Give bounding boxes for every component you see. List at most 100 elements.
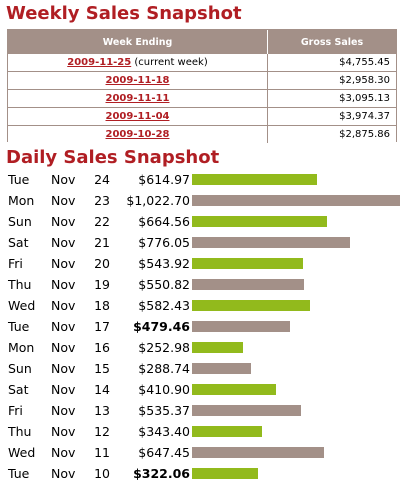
month: Nov [51, 340, 76, 355]
sales-bar [192, 468, 258, 479]
sales-amount: $543.92 [138, 256, 190, 271]
sales-amount: $776.05 [138, 235, 190, 250]
day-of-week: Tue [8, 466, 30, 481]
month: Nov [51, 382, 76, 397]
daily-row: Fri Nov 20 $543.92 [8, 253, 400, 274]
day-of-week: Wed [8, 298, 36, 313]
day-of-week: Tue [8, 172, 30, 187]
weekly-header-row: Week Ending Gross Sales [8, 30, 396, 54]
month: Nov [51, 319, 76, 334]
sales-bar [192, 237, 350, 248]
month: Nov [51, 403, 76, 418]
sales-bar [192, 195, 400, 206]
day-number: 11 [94, 445, 110, 460]
sales-amount: $288.74 [138, 361, 190, 376]
week-link[interactable]: 2009-11-11 [105, 93, 170, 104]
daily-row: Thu Nov 12 $343.40 [8, 421, 400, 442]
gross-sales-cell: $3,974.37 [267, 107, 396, 125]
day-of-week: Tue [8, 319, 30, 334]
day-of-week: Mon [8, 193, 35, 208]
daily-row: Tue Nov 24 $614.97 [8, 169, 400, 190]
sales-bar [192, 216, 327, 227]
sales-bar [192, 321, 290, 332]
sales-amount: $535.37 [138, 403, 190, 418]
sales-amount: $614.97 [138, 172, 190, 187]
weekly-sales-table-container: Week Ending Gross Sales 2009-11-25 (curr… [7, 29, 397, 143]
day-of-week: Mon [8, 340, 35, 355]
week-cell: 2009-11-18 [8, 71, 267, 89]
month: Nov [51, 466, 76, 481]
month: Nov [51, 277, 76, 292]
gross-sales-header: Gross Sales [267, 30, 396, 54]
sales-amount: $479.46 [133, 319, 190, 334]
daily-row: Sun Nov 15 $288.74 [8, 358, 400, 379]
day-number: 19 [94, 277, 110, 292]
daily-row: Sun Nov 22 $664.56 [8, 211, 400, 232]
month: Nov [51, 445, 76, 460]
daily-row: Tue Nov 10 $322.06 [8, 463, 400, 484]
weekly-sales-title: Weekly Sales Snapshot [6, 3, 242, 24]
day-number: 18 [94, 298, 110, 313]
gross-sales-cell: $2,958.30 [267, 71, 396, 89]
day-of-week: Thu [8, 424, 32, 439]
sales-amount: $664.56 [138, 214, 190, 229]
day-number: 21 [94, 235, 110, 250]
week-cell: 2009-10-28 [8, 125, 267, 143]
table-row: 2009-11-18 $2,958.30 [8, 71, 396, 89]
daily-sales-list: Tue Nov 24 $614.97 Mon Nov 23 $1,022.70 Sun Nov 22… [8, 169, 400, 484]
sales-bar [192, 342, 243, 353]
day-of-week: Sat [8, 235, 29, 250]
table-row: 2009-10-28 $2,875.86 [8, 125, 396, 143]
month: Nov [51, 193, 76, 208]
day-of-week: Fri [8, 256, 23, 271]
sales-bar [192, 405, 301, 416]
daily-row: Tue Nov 17 $479.46 [8, 316, 400, 337]
table-row: 2009-11-04 $3,974.37 [8, 107, 396, 125]
day-number: 12 [94, 424, 110, 439]
day-number: 15 [94, 361, 110, 376]
week-link[interactable]: 2009-11-18 [105, 75, 170, 86]
sales-bar [192, 384, 276, 395]
sales-bar [192, 300, 310, 311]
day-number: 14 [94, 382, 110, 397]
month: Nov [51, 172, 76, 187]
sales-amount: $322.06 [133, 466, 190, 481]
daily-row: Mon Nov 16 $252.98 [8, 337, 400, 358]
sales-bar [192, 258, 303, 269]
week-cell: 2009-11-04 [8, 107, 267, 125]
month: Nov [51, 256, 76, 271]
daily-row: Wed Nov 11 $647.45 [8, 442, 400, 463]
month: Nov [51, 235, 76, 250]
day-number: 13 [94, 403, 110, 418]
week-link[interactable]: 2009-10-28 [105, 129, 170, 140]
daily-row: Mon Nov 23 $1,022.70 [8, 190, 400, 211]
sales-bar [192, 174, 317, 185]
sales-bar [192, 426, 262, 437]
daily-row: Wed Nov 18 $582.43 [8, 295, 400, 316]
week-cell: 2009-11-11 [8, 89, 267, 107]
day-number: 17 [94, 319, 110, 334]
month: Nov [51, 214, 76, 229]
week-link[interactable]: 2009-11-25 [67, 57, 132, 68]
sales-amount: $582.43 [138, 298, 190, 313]
day-number: 24 [94, 172, 110, 187]
daily-row: Thu Nov 19 $550.82 [8, 274, 400, 295]
week-link[interactable]: 2009-11-04 [105, 111, 170, 122]
day-of-week: Sun [8, 214, 32, 229]
month: Nov [51, 298, 76, 313]
current-week-note: (current week) [134, 57, 208, 68]
day-number: 23 [94, 193, 110, 208]
sales-amount: $252.98 [138, 340, 190, 355]
week-ending-header: Week Ending [8, 30, 267, 54]
day-of-week: Thu [8, 277, 32, 292]
daily-row: Sat Nov 14 $410.90 [8, 379, 400, 400]
day-number: 16 [94, 340, 110, 355]
month: Nov [51, 361, 76, 376]
daily-sales-title: Daily Sales Snapshot [6, 147, 220, 168]
day-number: 20 [94, 256, 110, 271]
month: Nov [51, 424, 76, 439]
sales-amount: $343.40 [138, 424, 190, 439]
sales-bar [192, 447, 324, 458]
day-of-week: Fri [8, 403, 23, 418]
day-number: 22 [94, 214, 110, 229]
